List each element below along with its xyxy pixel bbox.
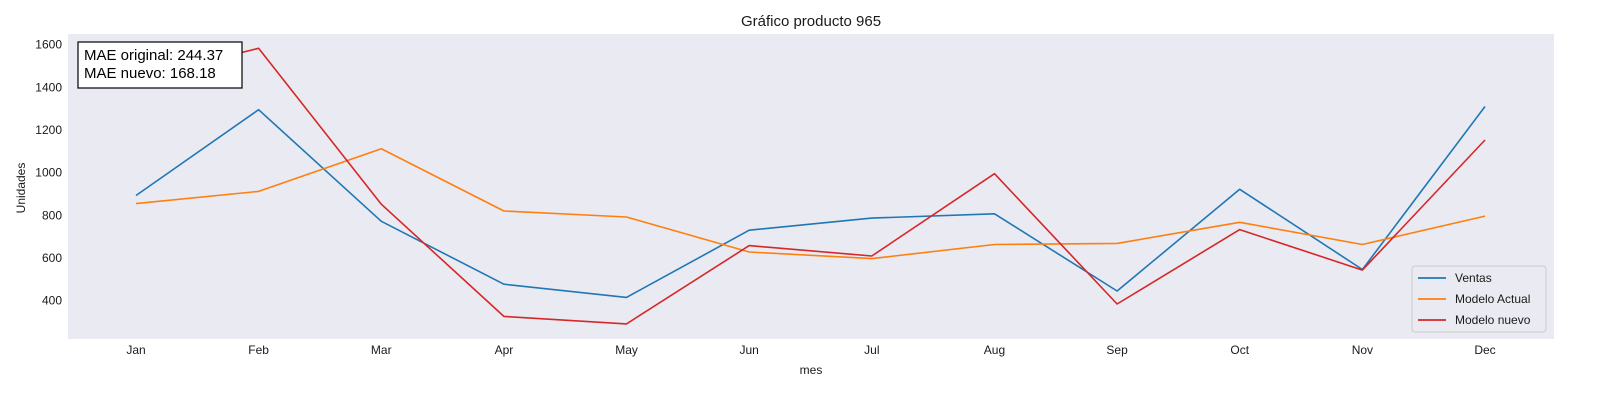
mae-original-text: MAE original: 244.37 <box>84 47 223 64</box>
x-tick-label: Apr <box>495 343 514 357</box>
x-tick-label: Oct <box>1230 343 1249 357</box>
x-tick-label: Sep <box>1106 343 1128 357</box>
y-tick-label: 1400 <box>35 80 62 94</box>
series-line-modelo-nuevo <box>135 47 1486 325</box>
legend-label: Modelo Actual <box>1455 292 1530 306</box>
y-tick-label: 1600 <box>35 38 62 52</box>
x-axis-label: mes <box>800 363 823 377</box>
x-tick-label: Aug <box>984 343 1005 357</box>
y-tick-label: 1000 <box>35 166 62 180</box>
x-tick-label: Jun <box>740 343 759 357</box>
x-tick-label: Nov <box>1352 343 1373 357</box>
chart-title: Gráfico producto 965 <box>741 13 881 30</box>
series-layer <box>135 47 1486 325</box>
legend-frame <box>1411 265 1547 333</box>
y-axis-label: Unidades <box>14 163 28 214</box>
legend-label: Ventas <box>1455 271 1492 285</box>
x-tick-label: Feb <box>248 343 269 357</box>
mae-annotation-box: MAE original: 244.37 MAE nuevo: 168.18 <box>77 41 243 89</box>
y-tick-label: 800 <box>42 208 62 222</box>
y-tick-label: 400 <box>42 294 62 308</box>
legend: Ventas Modelo Actual Modelo nuevo <box>1411 265 1547 333</box>
y-axis: 400 600 800 1000 1200 1400 1600 <box>35 38 62 308</box>
plot-area <box>68 34 1554 339</box>
series-line-modelo-actual <box>135 147 1486 260</box>
x-tick-label: Dec <box>1474 343 1495 357</box>
series-line-ventas <box>135 106 1486 299</box>
x-tick-label: Jul <box>864 343 879 357</box>
x-axis: Jan Feb Mar Apr May Jun Jul Aug Sep Oct Nov Dec <box>126 343 1495 357</box>
legend-label: Modelo nuevo <box>1455 313 1531 327</box>
y-tick-label: 1200 <box>35 123 62 137</box>
x-tick-label: Mar <box>371 343 392 357</box>
x-tick-label: May <box>615 343 638 357</box>
y-tick-label: 600 <box>42 251 62 265</box>
x-tick-label: Jan <box>126 343 145 357</box>
mae-new-text: MAE nuevo: 168.18 <box>84 65 216 82</box>
